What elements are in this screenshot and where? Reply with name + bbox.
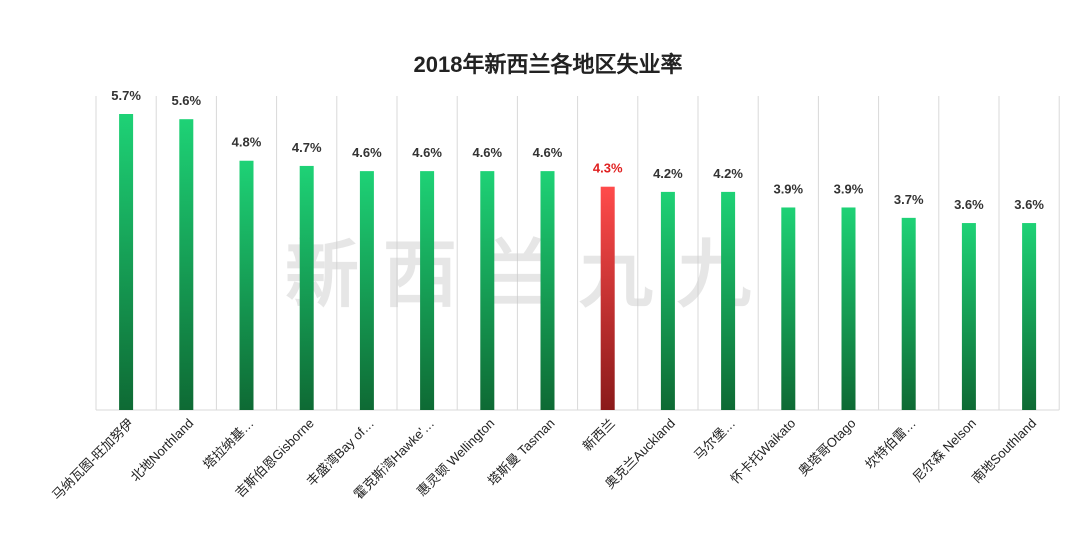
bar-12: [781, 207, 796, 410]
bar-1: [119, 114, 134, 410]
value-label-7: 4.6%: [472, 145, 502, 160]
grid-lines: [95, 96, 1060, 411]
value-label-15: 3.6%: [954, 197, 984, 212]
category-label-13: 奥塔哥Otago: [795, 416, 858, 479]
value-label-9: 4.3%: [593, 161, 623, 176]
value-label-11: 4.2%: [713, 166, 743, 181]
bar-5: [359, 171, 374, 410]
bar-4: [299, 165, 314, 410]
bar-14: [901, 217, 916, 410]
value-label-13: 3.9%: [834, 181, 864, 196]
value-labels: 5.7% 5.6% 4.8% 4.7% 4.6% 4.6% 4.6% 4.6% 4.3% 4.2%…: [111, 88, 1044, 212]
value-label-10: 4.2%: [653, 166, 683, 181]
value-label-5: 4.6%: [352, 145, 382, 160]
value-label-12: 3.9%: [773, 181, 803, 196]
value-label-16: 3.6%: [1014, 197, 1044, 212]
value-label-14: 3.7%: [894, 192, 924, 207]
category-label-11: 马尔堡…: [691, 416, 738, 463]
bar-9: [600, 186, 615, 410]
category-label-3: 塔拉纳基…: [200, 416, 257, 473]
category-label-9: 新西兰: [580, 416, 618, 454]
bar-8: [540, 171, 555, 410]
bar-7: [480, 171, 495, 410]
category-label-14: 坎特伯雷…: [862, 416, 919, 473]
bar-6: [420, 171, 435, 410]
value-label-2: 5.6%: [171, 93, 201, 108]
chart-title: 2018年新西兰各地区失业率: [414, 52, 683, 77]
value-label-8: 4.6%: [533, 145, 563, 160]
category-label-1: 马纳瓦图-旺加努伊: [49, 416, 136, 503]
bar-11: [721, 191, 736, 410]
watermark: 新西兰九九: [285, 233, 775, 316]
value-label-3: 4.8%: [232, 135, 262, 150]
bar-16: [1022, 223, 1037, 410]
bar-10: [660, 191, 675, 410]
bars: [119, 114, 1037, 410]
category-label-2: 北地Northland: [128, 416, 197, 485]
value-label-6: 4.6%: [412, 145, 442, 160]
bar-2: [179, 119, 194, 410]
bar-13: [841, 207, 856, 410]
value-label-4: 4.7%: [292, 140, 322, 155]
bar-3: [239, 160, 254, 410]
value-label-1: 5.7%: [111, 88, 141, 103]
bar-15: [961, 223, 976, 410]
category-label-16: 南地Southland: [969, 416, 1039, 486]
